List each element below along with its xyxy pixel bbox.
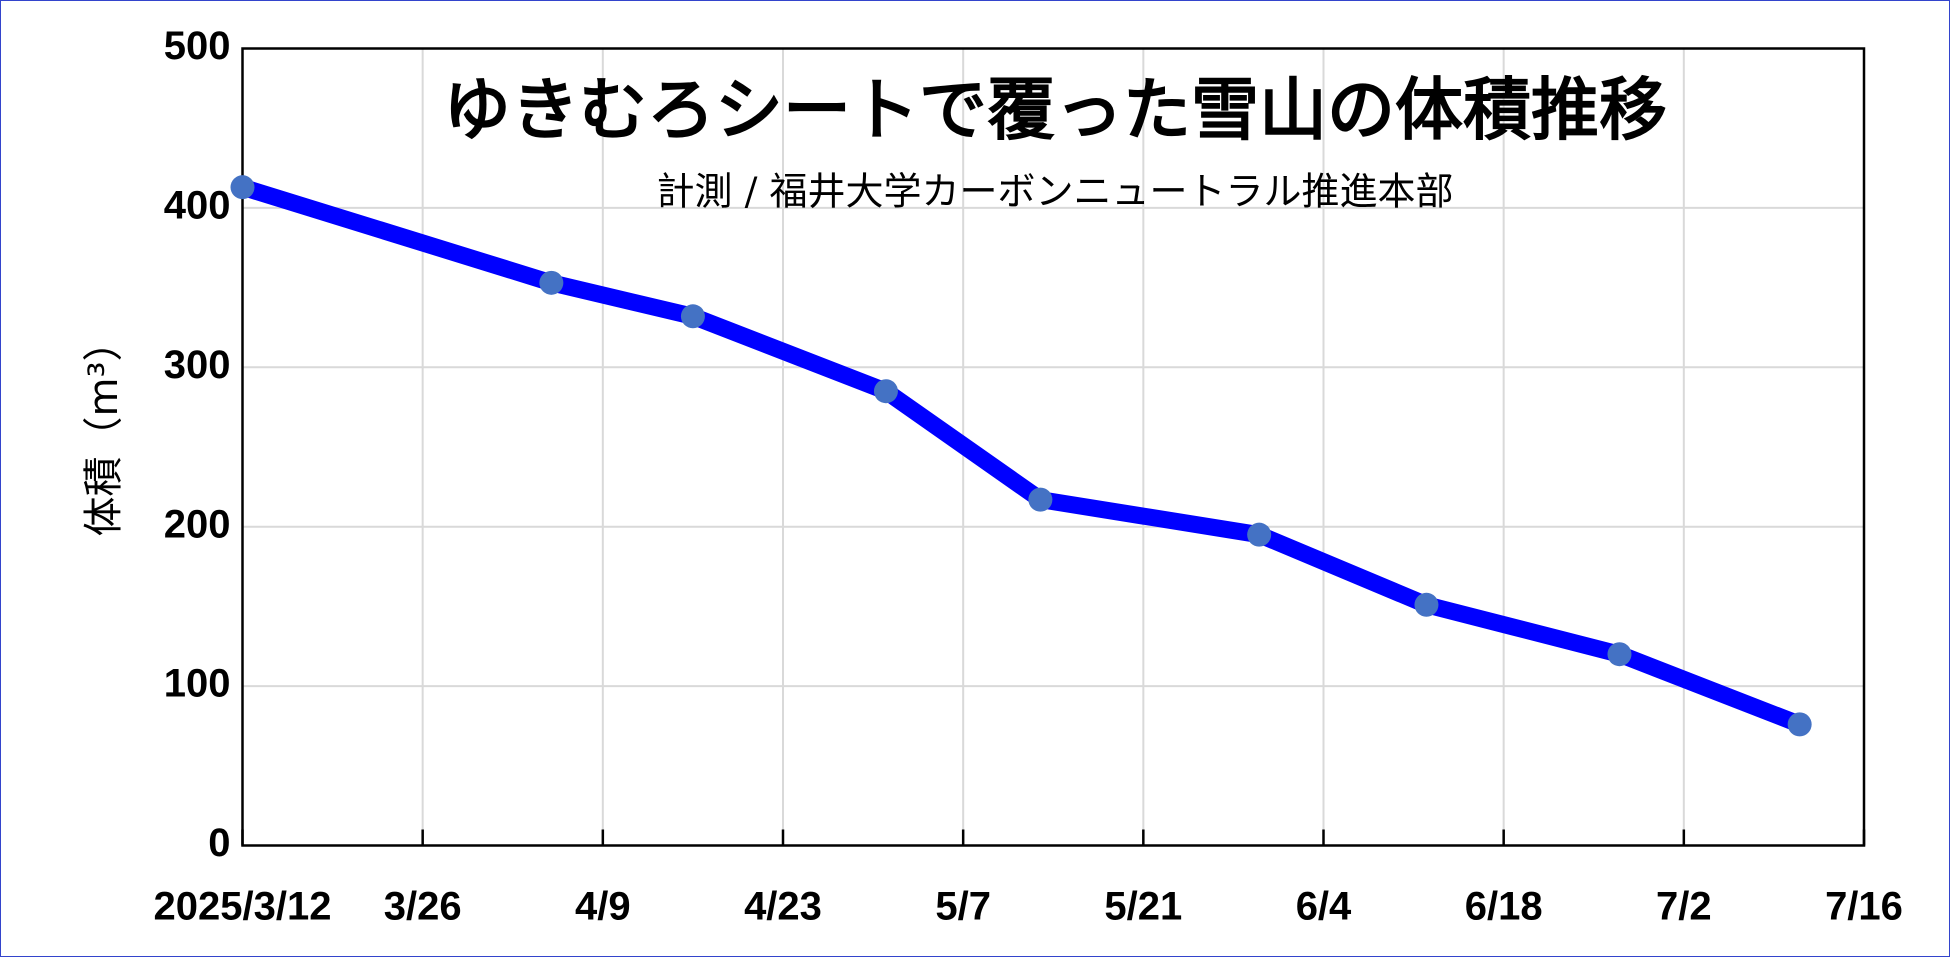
x-tick-label: 3/26: [384, 885, 462, 929]
x-tick-label: 6/18: [1465, 885, 1543, 929]
data-point: [1787, 712, 1812, 737]
y-tick-label: 400: [164, 183, 231, 227]
x-tick-label: 4/23: [744, 885, 822, 929]
data-point: [680, 304, 705, 329]
chart-subtitle: 計測 / 福井大学カーボンニュートラル推進本部: [657, 170, 1454, 214]
y-tick-label: 0: [208, 821, 230, 865]
x-tick-label: 5/21: [1104, 885, 1182, 929]
data-point: [873, 379, 898, 404]
plot-frame: [241, 47, 1866, 847]
data-point: [1247, 522, 1272, 547]
data-point: [1607, 642, 1632, 667]
x-tick-label: 7/16: [1825, 885, 1903, 929]
data-point: [1414, 592, 1439, 617]
x-tick-label: 6/4: [1296, 885, 1352, 929]
y-tick-label: 200: [164, 502, 231, 546]
y-axis-label: 体積（m³）: [81, 322, 127, 537]
data-point: [230, 175, 255, 200]
grid: [241, 47, 1865, 847]
x-tick-label: 2025/3/12: [154, 885, 332, 929]
x-tick-label: 5/7: [935, 885, 991, 929]
data-point: [539, 270, 564, 295]
x-tick-label: 7/2: [1656, 885, 1712, 929]
y-tick-label: 300: [164, 343, 231, 387]
data-line: [239, 179, 1803, 733]
y-tick-label: 500: [164, 24, 231, 68]
chart-title: ゆきむろシートで覆った雪山の体積推移: [443, 71, 1667, 151]
y-tick-label: 100: [164, 662, 231, 706]
x-tick-label: 4/9: [575, 885, 631, 929]
data-point: [1028, 487, 1053, 512]
